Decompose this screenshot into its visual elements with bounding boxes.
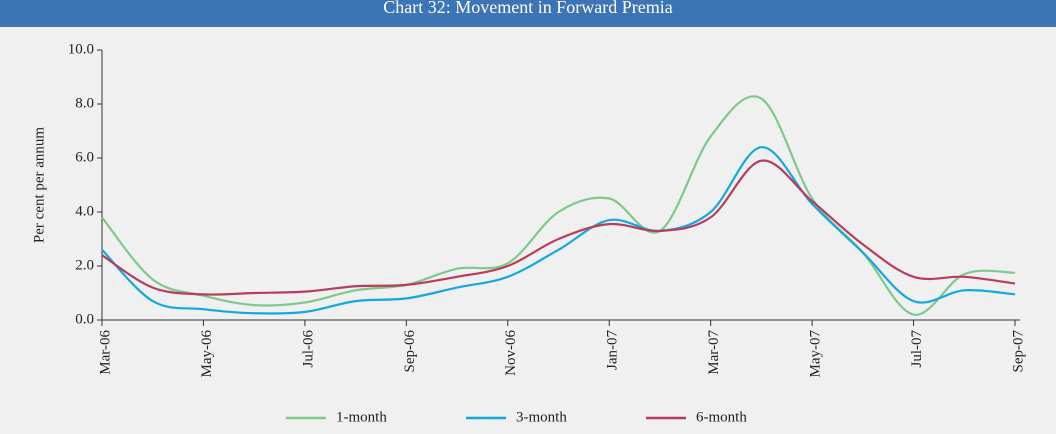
y-tick-label: 6.0 bbox=[75, 149, 94, 165]
y-tick-label: 0.0 bbox=[75, 311, 94, 327]
line-series bbox=[101, 146, 1016, 315]
x-tick-label: Nov-06 bbox=[503, 330, 519, 376]
x-tick-label: Jul-07 bbox=[909, 330, 925, 368]
y-tick-label: 10.0 bbox=[68, 41, 94, 57]
x-tick-label: Mar-07 bbox=[706, 330, 722, 375]
legend-label: 6-month bbox=[696, 409, 747, 425]
y-tick-label: 8.0 bbox=[75, 95, 94, 111]
x-tick-label: Sep-07 bbox=[1010, 330, 1026, 373]
title-bar bbox=[0, 0, 1056, 27]
y-tick-label: 2.0 bbox=[75, 257, 94, 273]
x-tick-label: Jul-06 bbox=[300, 330, 316, 368]
line-series bbox=[101, 159, 1016, 296]
x-tick-label: Sep-06 bbox=[402, 330, 418, 373]
legend-label: 3-month bbox=[516, 409, 567, 425]
x-tick-label: Mar-06 bbox=[97, 330, 113, 375]
x-tick-label: May-07 bbox=[808, 330, 824, 378]
legend-label: 1-month bbox=[336, 409, 387, 425]
x-tick-label: Jan-07 bbox=[605, 330, 621, 370]
x-tick-label: May-06 bbox=[199, 330, 215, 378]
y-tick-label: 4.0 bbox=[75, 203, 94, 219]
chart-title: Chart 32: Movement in Forward Premia bbox=[383, 0, 672, 17]
y-axis-label: Per cent per annum bbox=[31, 127, 47, 244]
